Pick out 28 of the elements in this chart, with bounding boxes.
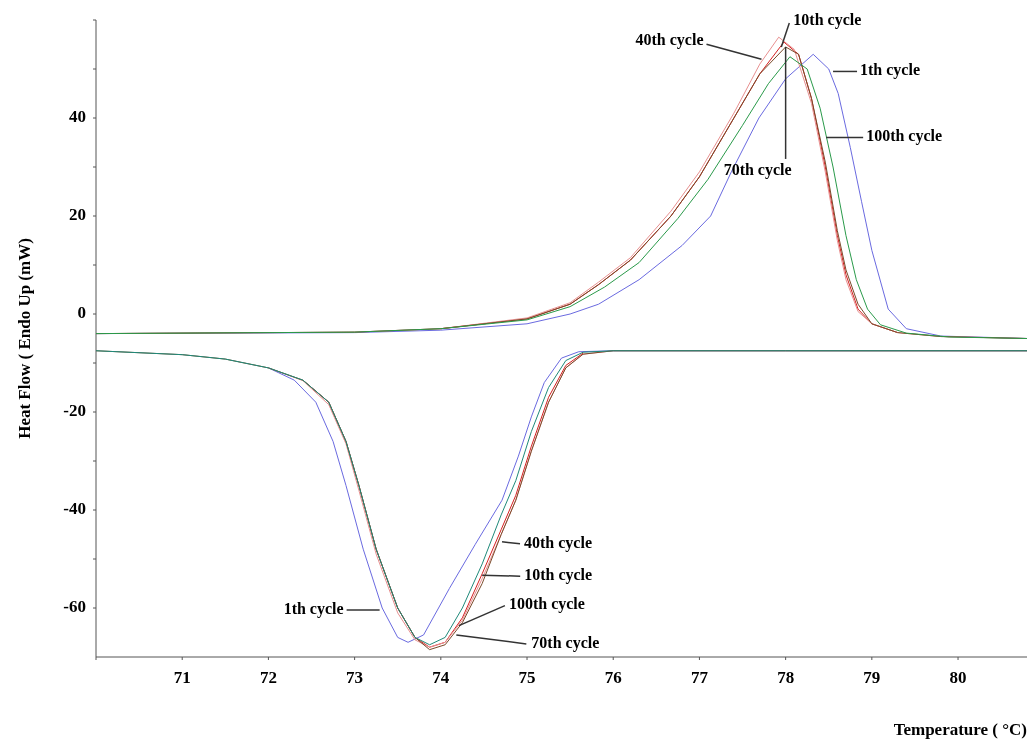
annotation: 1th cycle: [860, 61, 921, 80]
x-tick-label: 74: [432, 668, 450, 687]
annotation: 1th cycle: [283, 599, 344, 618]
y-tick-label: 20: [69, 204, 86, 224]
x-tick-label: 78: [777, 668, 795, 687]
annotation: 40th cycle: [524, 533, 592, 552]
x-tick-label: 76: [604, 668, 622, 687]
annotation: 10th cycle: [793, 10, 862, 29]
annotation: 40th cycle: [635, 30, 704, 49]
x-tick-label: 73: [346, 668, 364, 687]
y-axis-title: Heat Flow ( Endo Up (mW): [15, 238, 34, 439]
y-tick-label: 40: [69, 106, 86, 126]
annotation: 100th cycle: [866, 127, 943, 146]
y-tick-label: -40: [63, 498, 86, 518]
x-tick-label: 77: [690, 668, 709, 687]
annotation: 70th cycle: [723, 160, 792, 179]
y-tick-label: 0: [77, 302, 86, 322]
y-tick-label: -20: [63, 400, 86, 420]
x-axis-title: Temperature ( °C): [893, 720, 1027, 739]
y-tick-label: -60: [63, 596, 86, 616]
annotation: 70th cycle: [531, 633, 600, 652]
x-tick-label: 79: [863, 668, 881, 687]
x-tick-label: 71: [173, 668, 191, 687]
annotation: 100th cycle: [508, 595, 585, 614]
x-tick-label: 80: [949, 668, 967, 687]
annotation: 10th cycle: [524, 565, 593, 584]
x-tick-label: 75: [518, 668, 536, 687]
x-tick-label: 72: [259, 668, 277, 687]
